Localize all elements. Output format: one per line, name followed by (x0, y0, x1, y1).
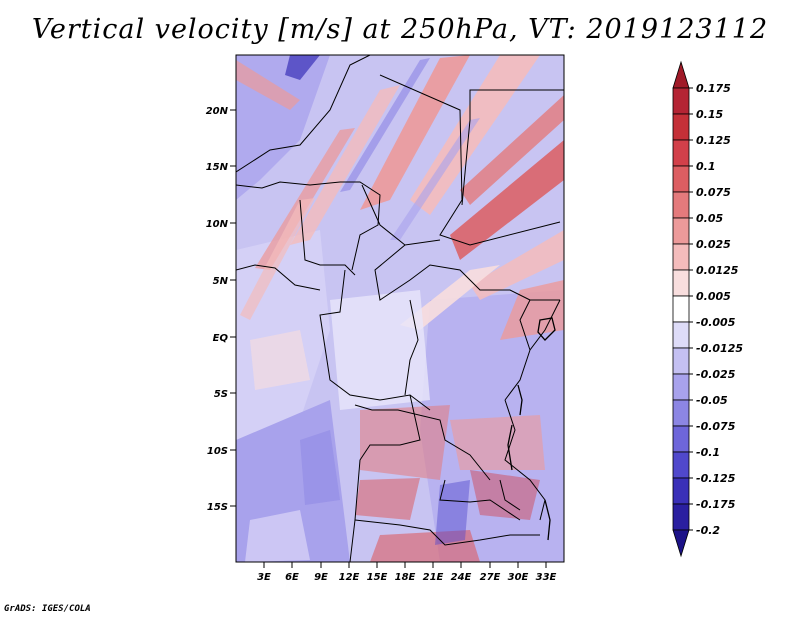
lat-label-10n: 10N (206, 219, 229, 230)
grads-credit: GrADS: IGES/COLA (4, 604, 91, 614)
colorbar-segment (672, 217, 690, 245)
lat-label-15n: 15N (206, 162, 229, 173)
colorbar-label: -0.125 (696, 472, 736, 485)
lon-label-30e: 30E (508, 572, 529, 583)
colorbar-segment (672, 477, 690, 505)
plot-frame (235, 54, 565, 563)
lat-label-5n: 5N (213, 276, 229, 287)
lon-label-24e: 24E (451, 572, 472, 583)
colorbar-label: 0.1 (696, 160, 716, 173)
lon-label-27e: 27E (480, 572, 501, 583)
colorbar-label: -0.005 (696, 316, 736, 329)
colorbar-label: -0.175 (696, 498, 736, 511)
colorbar-label: -0.075 (696, 420, 736, 433)
colorbar-segment (672, 113, 690, 141)
colorbar-label: -0.05 (696, 394, 728, 407)
colorbar-segment (672, 165, 690, 193)
colorbar-label: 0.025 (696, 238, 731, 251)
lat-label-5s: 5S (214, 389, 228, 400)
longitude-axis: 3E 6E 9E 12E 15E 18E 21E 24E 27E 30E 33E (257, 562, 557, 583)
lon-label-9e: 9E (314, 572, 328, 583)
lon-label-33e: 33E (536, 572, 557, 583)
colorbar-label: 0.15 (696, 108, 723, 121)
colorbar-label: -0.2 (696, 524, 720, 537)
colorbar-label: -0.025 (696, 368, 736, 381)
colorbar-segment (672, 243, 690, 271)
colorbar-segment (672, 295, 690, 323)
lon-label-3e: 3E (257, 572, 271, 583)
chart-title: Vertical velocity [m/s] at 250hPa, VT: 2… (31, 14, 769, 45)
lon-label-21e: 21E (423, 572, 444, 583)
colorbar-label: 0.175 (696, 82, 731, 95)
colorbar-segment (672, 60, 690, 89)
colorbar-label: 0.125 (696, 134, 731, 147)
colorbar-segment (672, 503, 690, 531)
lon-label-6e: 6E (285, 572, 299, 583)
colorbar-label: 0.05 (696, 212, 723, 225)
colorbar-label: 0.075 (696, 186, 731, 199)
lat-label-20n: 20N (206, 106, 229, 117)
colorbar-label: -0.0125 (696, 342, 743, 355)
velocity-field (236, 55, 564, 562)
lat-label-10s: 10S (207, 446, 228, 457)
lon-label-12e: 12E (339, 572, 360, 583)
lon-label-15e: 15E (367, 572, 388, 583)
colorbar-segment (672, 425, 690, 453)
colorbar-segment (672, 399, 690, 427)
colorbar-segment (672, 347, 690, 375)
lat-label-15s: 15S (207, 502, 228, 513)
colorbar-label: 0.0125 (696, 264, 739, 277)
lakes (507, 317, 556, 541)
colorbar-segment (672, 373, 690, 401)
colorbar-label: 0.005 (696, 290, 731, 303)
colorbar-segment (672, 139, 690, 167)
lat-label-eq: EQ (213, 333, 229, 344)
colorbar-segment (672, 87, 690, 115)
colorbar: 0.175 0.15 0.125 0.1 0.075 0.05 0.025 0.0125 0.0… (672, 60, 743, 558)
lon-label-18e: 18E (395, 572, 416, 583)
colorbar-segment (672, 191, 690, 219)
colorbar-segment (672, 321, 690, 349)
country-borders (236, 55, 564, 562)
colorbar-segment (672, 451, 690, 479)
colorbar-segment (672, 269, 690, 297)
colorbar-label: -0.1 (696, 446, 720, 459)
latitude-axis: 20N 15N 10N 5N EQ 5S 10S 15S (206, 106, 236, 513)
colorbar-segment (672, 529, 690, 558)
